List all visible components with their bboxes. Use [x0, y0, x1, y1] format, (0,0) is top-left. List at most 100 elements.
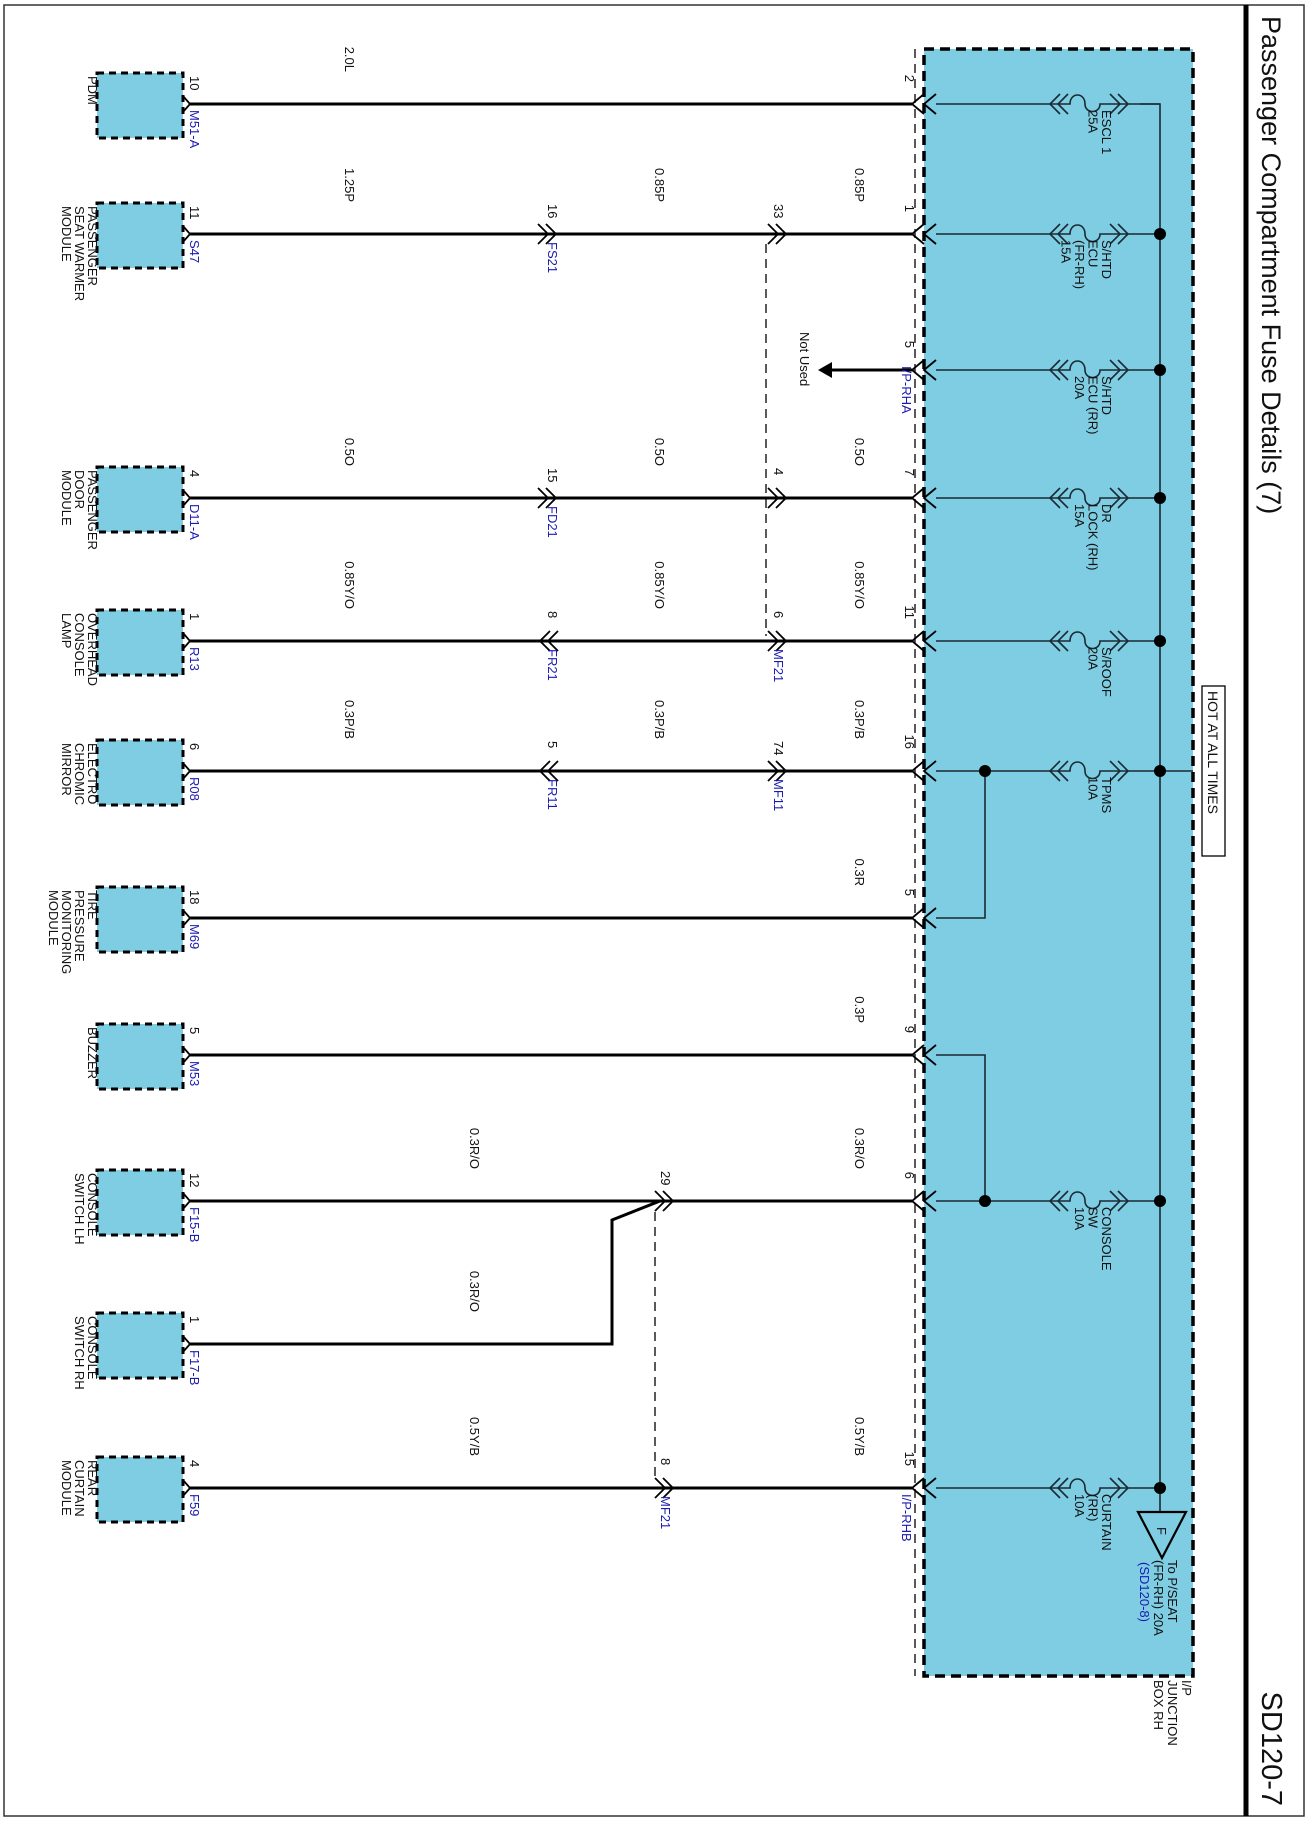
- inline-connector-icon: [767, 630, 788, 652]
- fuse-label: CURTAIN(RR)10A: [1072, 1494, 1114, 1551]
- inline-connector-icon: [767, 487, 788, 509]
- wire-spec: 0.3P: [852, 996, 867, 1023]
- component-connector-name: D11-A: [187, 504, 202, 540]
- fuse-label-line: LOCK (RH): [1086, 504, 1101, 570]
- component-name-line: CHROMIC: [72, 743, 87, 805]
- component-box[interactable]: [95, 201, 185, 270]
- jb-pin-number: 5: [902, 341, 917, 348]
- inline-connector-name: MF21: [658, 1496, 673, 1529]
- component-box[interactable]: [95, 1311, 185, 1380]
- component-pin-number: 4: [187, 470, 202, 477]
- splice-dot: [979, 1195, 991, 1207]
- wire-spec: 0.5Y/B: [852, 1417, 867, 1456]
- feed-to-pseat: F To P/SEAT(FR-RH) 20A (SD120-8): [1136, 1510, 1188, 1636]
- feed-triangle-icon: [1136, 1510, 1188, 1561]
- inline-connector-icon: [767, 760, 788, 782]
- jb-pin-number: 11: [902, 606, 917, 620]
- wire-spec: 0.5O: [342, 438, 357, 466]
- inline-connector-name: FR21: [545, 649, 560, 681]
- inline-connector-icon: [654, 1477, 675, 1499]
- inline-connector-icon: [538, 630, 559, 652]
- fuse-label: TPMS10A: [1086, 777, 1115, 813]
- component-pin-number: 1: [187, 1316, 202, 1323]
- splice-dot: [1154, 635, 1166, 647]
- fuse-4: S/ROOF20A: [936, 630, 1166, 697]
- component-box[interactable]: [95, 465, 185, 534]
- component-box[interactable]: [95, 1022, 185, 1091]
- jb-pin-number: 15: [902, 1452, 917, 1466]
- fuse-label-line: CURTAIN: [1099, 1494, 1114, 1551]
- wire-spec: 0.5O: [652, 438, 667, 466]
- inline-connector-name: MF11: [771, 779, 786, 811]
- component-name-line: MIRROR: [59, 743, 74, 796]
- component-connector-name: M53: [187, 1061, 202, 1086]
- fuse-label: S/HTDECU (RR)20A: [1072, 376, 1114, 435]
- component-name: REARCURTAINMODULE: [59, 1460, 100, 1517]
- component-pin-number: 10: [187, 76, 202, 90]
- fuse-icon: [1050, 488, 1120, 507]
- wire-spec: 0.85Y/O: [652, 561, 667, 609]
- jb-label-line: I/P: [1179, 1680, 1194, 1696]
- fuse-label-line: 10A: [1072, 1494, 1087, 1517]
- junction-box-label: I/PJUNCTIONBOX RH: [1151, 1680, 1194, 1746]
- inline-pin-number: 16: [545, 204, 560, 218]
- splice-dot: [1154, 1195, 1166, 1207]
- component-name-line: PASSENGER: [85, 206, 100, 286]
- inline-pin-number: 8: [545, 611, 560, 618]
- hot-at-all-times-box: HOT AT ALL TIMES: [1201, 685, 1226, 857]
- component-box[interactable]: [95, 738, 185, 807]
- fuse-icon: [1050, 360, 1120, 379]
- component-name-line: CONSOLE: [72, 613, 87, 677]
- jb-pin-number: 9: [902, 1026, 917, 1033]
- fuse-label-line: S/ROOF: [1099, 647, 1114, 697]
- component-name-line: MODULE: [59, 470, 74, 526]
- fuse-label-line: 15A: [1072, 504, 1087, 527]
- splice-dot: [1154, 492, 1166, 504]
- fuse-label-line: TPMS: [1099, 777, 1114, 813]
- component-box[interactable]: [95, 1168, 185, 1237]
- jb-pin-number: 7: [902, 469, 917, 476]
- fuse-icon: [1050, 1191, 1120, 1210]
- inline-connector-name: MF21: [771, 649, 786, 682]
- component-name-line: MODULE: [46, 890, 61, 946]
- component-name: BUZZER: [85, 1027, 100, 1079]
- not-used-label: Not Used: [797, 332, 812, 386]
- component-name: TIREPRESSUREMONITORINGMODULE: [46, 890, 100, 974]
- fuse-label-line: 20A: [1086, 647, 1101, 670]
- component-box[interactable]: [95, 885, 185, 954]
- inline-pin-number: 8: [658, 1458, 673, 1465]
- fuse-1: S/HTDECU(FR-RH)15A: [936, 223, 1166, 289]
- component-box[interactable]: [95, 71, 185, 140]
- fuse-label-line: CONSOLE: [1099, 1207, 1114, 1271]
- circuit-row: 15 4 F59 REARCURTAINMODULE 8 MF21 0.5Y/B 0.5Y/B…: [59, 1417, 937, 1542]
- inline-connector-icon: [654, 1190, 675, 1212]
- circuit-row: 5 18 M69 TIREPRESSUREMONITORINGMODULE 0.3R: [46, 859, 937, 974]
- inline-pin-number: 5: [545, 741, 560, 748]
- fuse-label: S/ROOF20A: [1086, 647, 1115, 697]
- component-name: CONSOLESWITCH RH: [72, 1316, 100, 1390]
- component-name-line: ELECTRO: [85, 743, 100, 804]
- inline-connector-icon: [537, 487, 558, 509]
- fuse-label-line: ECU: [1086, 240, 1101, 267]
- jb-pin-number: 5: [902, 889, 917, 896]
- component-connector-name: M69: [187, 924, 202, 949]
- splice-dot: [979, 765, 991, 777]
- wire-spec: 0.3R: [852, 859, 867, 886]
- circuit-row: 5 Not Used I/P-RHA: [797, 332, 937, 414]
- component-connector-name: F15-B: [187, 1207, 202, 1242]
- component-name-line: LAMP: [59, 613, 74, 648]
- fuse-7: CURTAIN(RR)10A: [936, 1477, 1166, 1551]
- jb-pin-number: 2: [902, 75, 917, 82]
- svg-text:HOT AT ALL TIMES: HOT AT ALL TIMES: [1205, 691, 1221, 814]
- component-name: ELECTROCHROMICMIRROR: [59, 743, 100, 805]
- wire-spec: 0.5Y/B: [467, 1417, 482, 1456]
- component-box[interactable]: [95, 1455, 185, 1524]
- component-box[interactable]: [95, 608, 185, 677]
- component-pin-number: 4: [187, 1460, 202, 1467]
- component-name: PASSENGERSEAT WARMERMODULE: [59, 206, 100, 301]
- fuse-icon: [1050, 224, 1120, 243]
- jb-connector-name: I/P-RHA: [899, 366, 914, 414]
- component-name-line: REAR: [85, 1460, 100, 1496]
- component-name-line: SEAT WARMER: [72, 206, 87, 301]
- page-border: [3, 4, 1305, 1817]
